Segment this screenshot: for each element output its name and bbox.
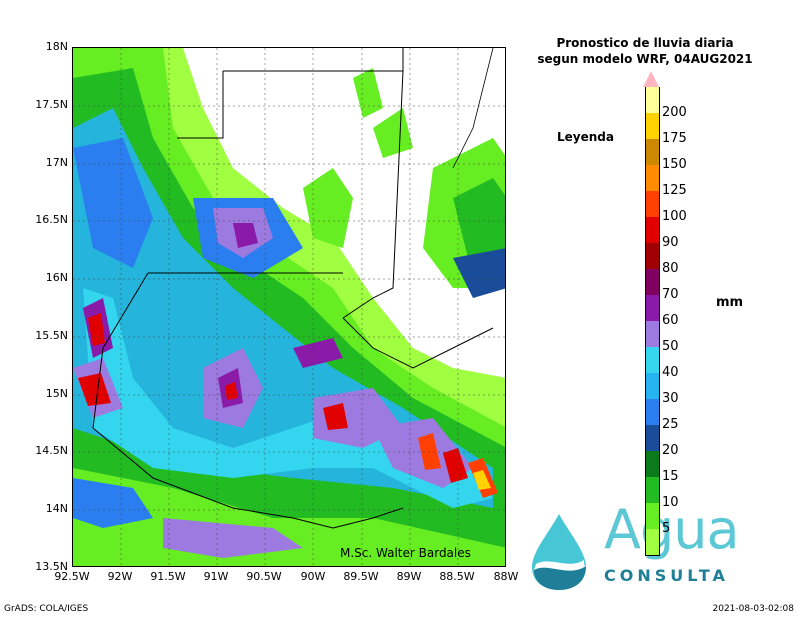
x-tick: 90.5W <box>246 570 282 583</box>
y-tick: 15.5N <box>35 329 68 342</box>
colorbar-segment <box>645 87 660 113</box>
colorbar-segment <box>645 139 660 165</box>
colorbar-segment <box>645 477 660 503</box>
y-tick: 14.5N <box>35 444 68 457</box>
x-tick: 89W <box>396 570 422 583</box>
colorbar-tick-label: 15 <box>662 469 679 484</box>
colorbar-segment <box>645 269 660 295</box>
colorbar-segment <box>645 347 660 373</box>
colorbar-segment <box>645 165 660 191</box>
colorbar-segment <box>645 113 660 139</box>
footer-right: 2021-08-03-02:08 <box>712 604 795 614</box>
title-line2: segun modelo WRF, 04AUG2021 <box>537 52 753 66</box>
colorbar-tick-label: 40 <box>662 365 679 380</box>
colorbar-top-arrow <box>643 71 659 87</box>
colorbar-tick-label: 60 <box>662 313 679 328</box>
legend-label: Leyenda <box>557 130 614 144</box>
colorbar-tick-label: 25 <box>662 417 679 432</box>
x-tick: 92.5W <box>54 570 90 583</box>
colorbar-segment <box>645 191 660 217</box>
colorbar-segment <box>645 373 660 399</box>
y-tick: 14N <box>45 502 68 515</box>
y-tick: 15N <box>45 387 68 400</box>
colorbar-tick-label: 90 <box>662 235 679 250</box>
title-line1: Pronostico de lluvia diaria <box>556 36 734 50</box>
colorbar-segment <box>645 217 660 243</box>
colorbar-tick-label: 125 <box>662 183 687 198</box>
colorbar-tick-label: 10 <box>662 495 679 510</box>
y-tick: 17.5N <box>35 98 68 111</box>
colorbar-segment <box>645 451 660 477</box>
x-tick: 88W <box>493 570 519 583</box>
logo-word: Agua <box>604 498 740 561</box>
colorbar-segment <box>645 425 660 451</box>
colorbar-tick-label: 30 <box>662 391 679 406</box>
x-tick: 89.5W <box>343 570 379 583</box>
colorbar-segment <box>645 529 660 556</box>
y-tick: 13.5N <box>35 560 68 573</box>
credit-text: M.Sc. Walter Bardales <box>340 546 471 560</box>
footer-left: GrADS: COLA/IGES <box>4 604 89 614</box>
colorbar-tick-label: 80 <box>662 261 679 276</box>
y-tick: 16.5N <box>35 213 68 226</box>
y-tick: 18N <box>45 40 68 53</box>
colorbar-tick-label: 200 <box>662 105 687 120</box>
colorbar-tick-label: 100 <box>662 209 687 224</box>
colorbar-tick-label: 50 <box>662 339 679 354</box>
colorbar-tick-label: 150 <box>662 157 687 172</box>
y-tick: 16N <box>45 271 68 284</box>
colorbar-segment <box>645 243 660 269</box>
colorbar-segment <box>645 399 660 425</box>
water-drop-icon <box>528 512 590 592</box>
x-tick: 91W <box>203 570 229 583</box>
logo-subword: CONSULTA <box>604 566 729 585</box>
colorbar-tick-label: 175 <box>662 131 687 146</box>
colorbar-segment <box>645 503 660 529</box>
rainfall-map-svg <box>73 48 505 566</box>
y-tick: 17N <box>45 156 68 169</box>
x-tick: 91.5W <box>150 570 186 583</box>
x-tick: 92W <box>107 570 133 583</box>
colorbar-tick-label: 70 <box>662 287 679 302</box>
colorbar-tick-label: 20 <box>662 443 679 458</box>
rainfall-map <box>72 47 506 567</box>
colorbar-tick-label: 5 <box>662 521 671 536</box>
x-tick: 88.5W <box>439 570 475 583</box>
colorbar-segment <box>645 321 660 347</box>
x-tick: 90W <box>300 570 326 583</box>
legend-unit: mm <box>716 295 744 310</box>
colorbar-segment <box>645 295 660 321</box>
